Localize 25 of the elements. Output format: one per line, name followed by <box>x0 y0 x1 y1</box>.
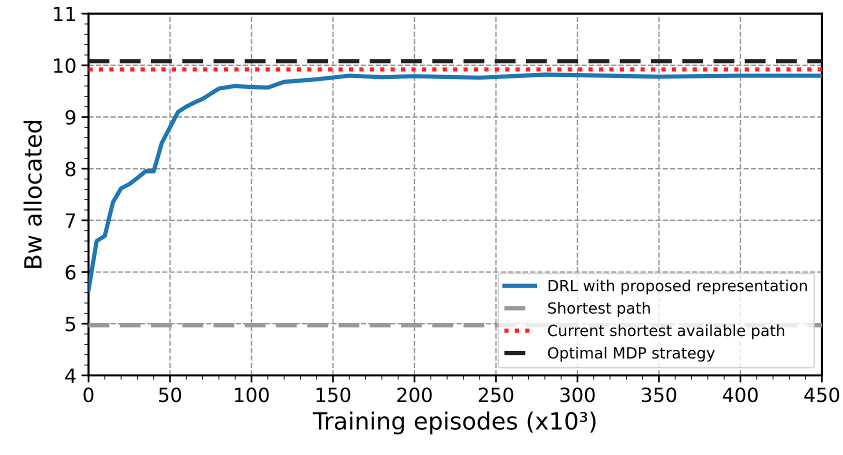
y-tick-label: 4 <box>65 368 76 383</box>
x-tick-label: 50 <box>159 388 182 402</box>
legend-label: Current shortest available path <box>548 324 784 340</box>
y-tick-label: 5 <box>66 316 76 332</box>
x-tick-label: 450 <box>804 388 840 402</box>
legend-label: Optimal MDP strategy <box>548 346 715 362</box>
x-tick-label: 400 <box>722 388 758 402</box>
x-tick-label: 350 <box>642 388 676 402</box>
x-tick-label: 100 <box>235 388 269 402</box>
legend-label: Shortest path <box>548 302 650 317</box>
y-tick-label: 10 <box>54 58 76 73</box>
x-tick-label: 200 <box>397 388 432 402</box>
y-tick-label: 11 <box>54 6 75 22</box>
x-tick-label: 300 <box>560 388 595 402</box>
y-tick-label: 7 <box>66 214 76 228</box>
y-axis-title: Bw allocated <box>24 121 42 268</box>
y-tick-label: 8 <box>66 162 76 176</box>
x-tick-label: 0 <box>84 388 94 402</box>
y-tick-label: 6 <box>66 264 76 280</box>
x-tick-label: 250 <box>478 388 514 402</box>
legend-label: DRL with proposed representation <box>548 280 807 294</box>
y-tick-label: 9 <box>66 110 76 125</box>
x-axis-title: Training episodes (x10³) <box>312 412 596 434</box>
x-tick-label: 150 <box>316 388 350 402</box>
line-series <box>88 72 822 292</box>
